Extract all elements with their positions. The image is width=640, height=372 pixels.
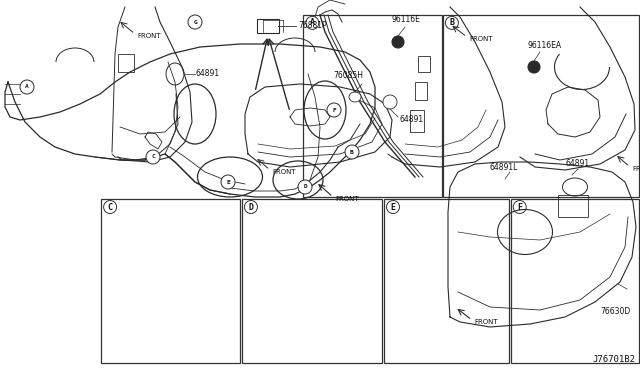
Circle shape <box>327 103 341 117</box>
Circle shape <box>345 145 359 159</box>
Text: 76881P: 76881P <box>298 22 326 31</box>
Text: 64891: 64891 <box>196 70 220 78</box>
Text: 64891: 64891 <box>400 115 424 124</box>
Text: B: B <box>449 18 454 28</box>
Text: FRONT: FRONT <box>272 169 296 175</box>
Circle shape <box>513 201 526 214</box>
Text: FRONT: FRONT <box>137 33 161 39</box>
Circle shape <box>221 175 235 189</box>
Text: B: B <box>350 150 354 154</box>
Circle shape <box>528 61 540 73</box>
Text: 64891L: 64891L <box>490 163 518 171</box>
Bar <box>242 199 382 363</box>
Text: J76701B2: J76701B2 <box>592 355 635 364</box>
Circle shape <box>146 150 160 164</box>
Text: 76085H: 76085H <box>333 71 363 80</box>
Bar <box>415 82 427 100</box>
Text: E: E <box>226 180 230 185</box>
Text: C: C <box>151 154 155 160</box>
Text: G: G <box>193 19 197 25</box>
Circle shape <box>104 201 116 214</box>
Text: A: A <box>25 84 29 90</box>
Bar <box>303 15 442 197</box>
FancyBboxPatch shape <box>257 19 279 33</box>
Bar <box>410 110 424 132</box>
Text: 76630D: 76630D <box>600 308 630 317</box>
Text: FRONT: FRONT <box>632 166 640 172</box>
Text: F: F <box>332 108 336 112</box>
Circle shape <box>445 16 458 29</box>
Text: D: D <box>248 202 253 212</box>
Ellipse shape <box>349 92 361 102</box>
Bar <box>118 54 134 72</box>
Circle shape <box>392 36 404 48</box>
Circle shape <box>298 180 312 194</box>
Circle shape <box>20 80 34 94</box>
Circle shape <box>306 16 319 29</box>
Text: F: F <box>517 202 522 212</box>
Bar <box>443 15 639 197</box>
Bar <box>511 199 639 363</box>
Bar <box>418 56 430 72</box>
Text: 96116EA: 96116EA <box>527 42 561 51</box>
Text: FRONT: FRONT <box>469 36 493 42</box>
Text: D: D <box>303 185 307 189</box>
Circle shape <box>387 201 399 214</box>
Text: 96116E: 96116E <box>392 16 421 25</box>
Text: FRONT: FRONT <box>335 196 358 202</box>
Text: FRONT: FRONT <box>474 319 498 325</box>
Text: A: A <box>310 18 315 28</box>
Circle shape <box>383 95 397 109</box>
Bar <box>101 199 240 363</box>
Text: 64891: 64891 <box>565 160 589 169</box>
Circle shape <box>188 15 202 29</box>
Text: E: E <box>390 202 396 212</box>
Bar <box>558 195 588 217</box>
Text: C: C <box>108 202 113 212</box>
Bar <box>384 199 509 363</box>
Circle shape <box>244 201 257 214</box>
